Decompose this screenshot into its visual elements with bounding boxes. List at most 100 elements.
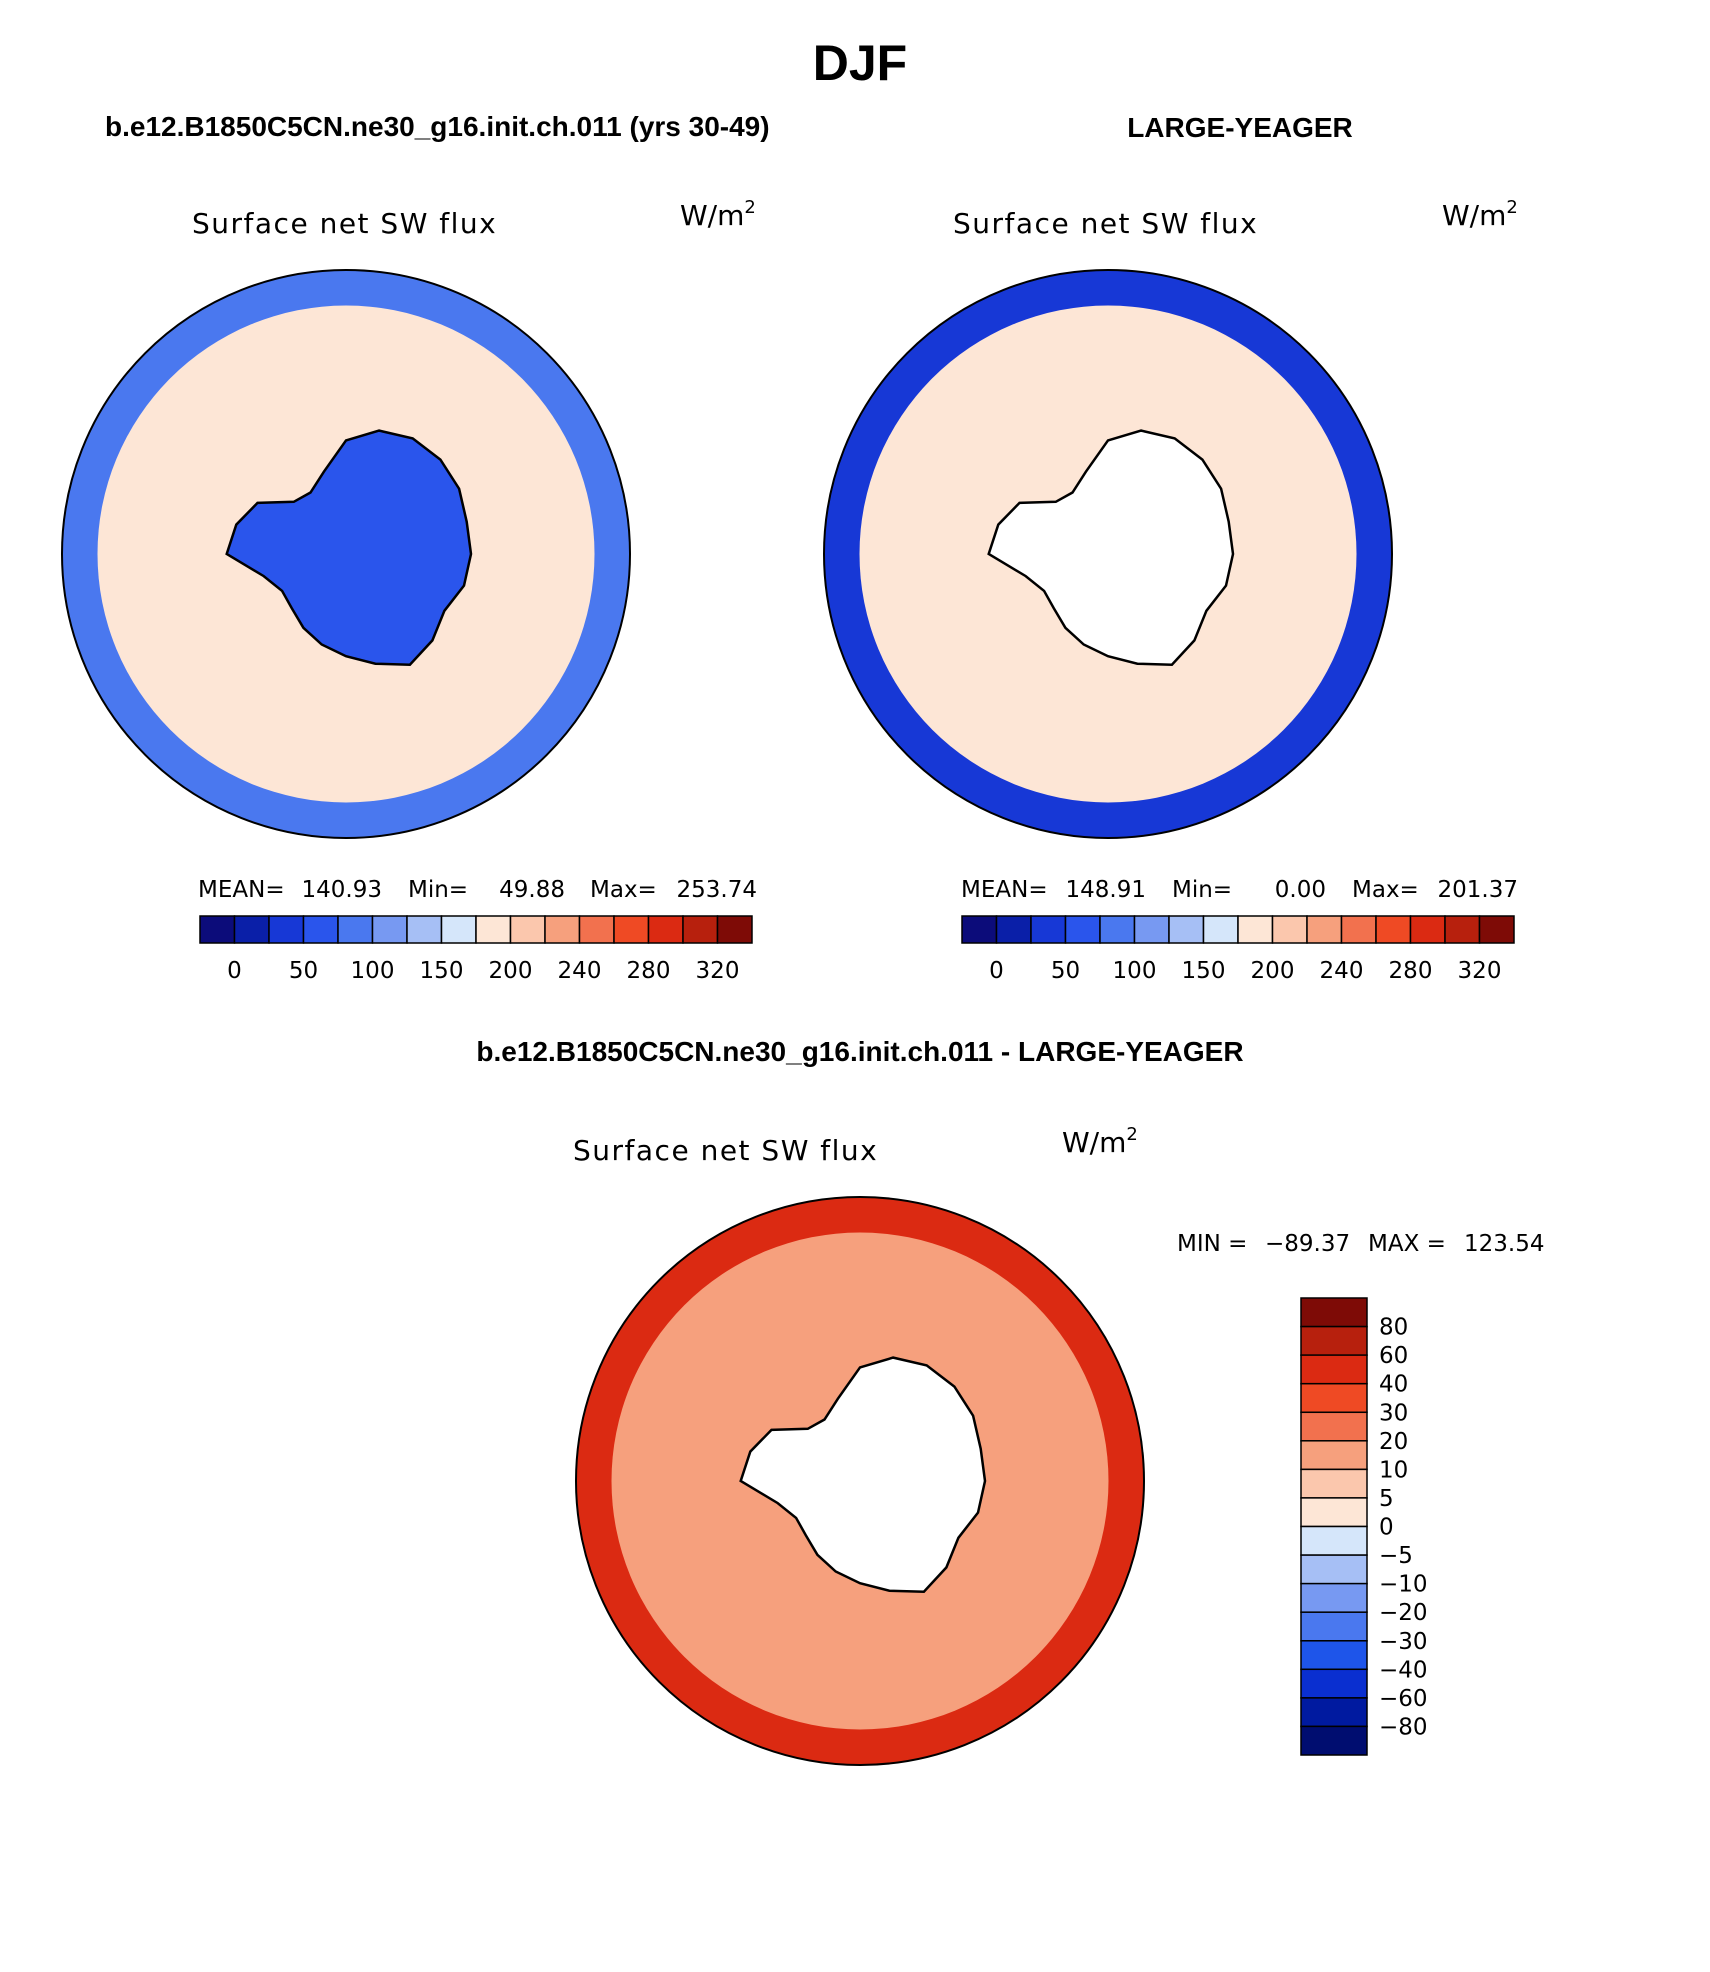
colorbar-tick-label: −40 [1379,1657,1428,1683]
panel-obs-coastline [987,429,1235,666]
colorbar-tick-label: 240 [558,958,602,984]
panel-obs-mean-label: MEAN= [961,877,1048,903]
colorbar-swatch [1300,1440,1368,1471]
colorbar-swatch [613,915,650,944]
colorbar-tick-label: 80 [1379,1315,1408,1341]
panel-model-units-sup: 2 [744,197,755,218]
panel-obs-map-border [823,269,1393,839]
colorbar-tick-label: −30 [1379,1629,1428,1655]
panel-obs-units-sup: 2 [1506,197,1517,218]
panel-diff-title: b.e12.B1850C5CN.ne30_g16.init.ch.011 - L… [476,1036,1243,1067]
panel-obs-mean-value: 148.91 [1066,877,1146,903]
colorbar-swatch [1444,915,1481,944]
colorbar-tick-label: 40 [1379,1372,1408,1398]
colorbar-swatch [1300,1697,1368,1728]
colorbar-swatch [1300,1582,1368,1613]
colorbar-swatch [578,915,615,944]
panel-obs-units: W/m2 [1442,197,1518,232]
colorbar-swatch [544,915,581,944]
colorbar-tick-label: 100 [1113,958,1157,984]
panel-model-coastline [225,429,473,666]
panel-diff-units: W/m2 [1062,1124,1138,1159]
colorbar-tick-label: 320 [696,958,740,984]
colorbar-swatch [1300,1325,1368,1356]
panel-diff: b.e12.B1850C5CN.ne30_g16.init.ch.011 - L… [476,1036,1544,1766]
colorbar-swatch [1133,915,1170,944]
field-continent [988,430,1233,665]
panel-model-stats: MEAN= 140.93 Min= 49.88 Max= 253.74 [198,877,757,903]
colorbar-tick-label: −10 [1379,1572,1428,1598]
colorbar-tick-label: −80 [1379,1714,1428,1740]
colorbar-swatch [337,915,374,944]
colorbar-tick-label: 150 [1182,958,1226,984]
colorbar-tick-label: 280 [1389,958,1433,984]
colorbar-swatch [406,915,443,944]
panel-model-units-base: W/m [680,199,744,232]
panel-diff-min-value: −89.37 [1265,1231,1350,1257]
panel-diff-max-label: MAX = [1368,1231,1446,1257]
colorbar-swatch [647,915,684,944]
colorbar-swatch [1300,1297,1368,1328]
panel-obs-min-value: 0.00 [1275,877,1326,903]
page-title: DJF [813,35,907,91]
colorbar-tick-label: 5 [1379,1486,1394,1512]
panel-obs-units-base: W/m [1442,199,1506,232]
colorbar-tick-label: 60 [1379,1343,1408,1369]
colorbar-swatch [716,915,753,944]
colorbar-tick-label: −20 [1379,1600,1428,1626]
panel-diff-coastline [739,1356,987,1593]
panel-obs-map [824,270,1392,838]
colorbar-swatch [1306,915,1343,944]
colorbar-swatch [1202,915,1239,944]
colorbar-tick-label: 320 [1458,958,1502,984]
colorbar-tick-label: 0 [1379,1515,1394,1541]
panel-model-map [62,270,630,838]
colorbar-swatch [1300,1497,1368,1528]
colorbar-tick-label: 10 [1379,1457,1408,1483]
colorbar-swatch [1300,1468,1368,1499]
colorbar-swatch [371,915,408,944]
colorbar-swatch [1099,915,1136,944]
panel-diff-units-sup: 2 [1126,1124,1137,1145]
field-continent [226,430,471,665]
colorbar-swatch [233,915,270,944]
colorbar-tick-label: 100 [351,958,395,984]
colorbar-swatch [199,915,236,944]
colorbar-swatch [961,915,998,944]
panel-model-min-label: Min= [408,877,468,903]
colorbar-tick-label: 0 [989,958,1004,984]
panel-model: b.e12.B1850C5CN.ne30_g16.init.ch.011 (yr… [61,111,770,984]
colorbar-swatch [302,915,339,944]
field-continent [740,1357,985,1592]
panel-diff-min-label: MIN = [1177,1231,1247,1257]
colorbar-tick-label: 20 [1379,1429,1408,1455]
colorbar-swatch [440,915,477,944]
panel-diff-map-border [575,1196,1145,1766]
colorbar-swatch [1030,915,1067,944]
colorbar-swatch [1237,915,1274,944]
panel-model-mean-value: 140.93 [302,877,382,903]
colorbar-swatch [1300,1382,1368,1414]
colorbar-swatch [509,915,546,944]
colorbar-tick-label: −60 [1379,1686,1428,1712]
panel-obs-title: LARGE-YEAGER [1127,112,1353,143]
panel-obs-min-label: Min= [1172,877,1232,903]
panel-obs: LARGE-YEAGER Surface net SW flux W/m2 ME… [823,112,1518,984]
colorbar-swatch [1300,1525,1368,1556]
panel-obs-colorbar: 0 50 100 150 200 240 280 320 [961,915,1515,984]
panel-diff-map [576,1197,1144,1765]
panel-model-title: b.e12.B1850C5CN.ne30_g16.init.ch.011 (yr… [105,111,770,142]
colorbar-swatch [1375,915,1412,944]
colorbar-swatch [995,915,1032,944]
colorbar-swatch [1340,915,1377,944]
colorbar-swatch [1409,915,1446,944]
colorbar-swatch [1300,1640,1368,1671]
colorbar-swatch [1300,1411,1368,1442]
panel-diff-subtitle: Surface net SW flux [573,1134,878,1167]
colorbar-swatch [1300,1668,1368,1699]
colorbar-tick-label: 200 [1251,958,1295,984]
colorbar-swatch [1300,1354,1368,1385]
colorbar-tick-label: 0 [227,958,242,984]
